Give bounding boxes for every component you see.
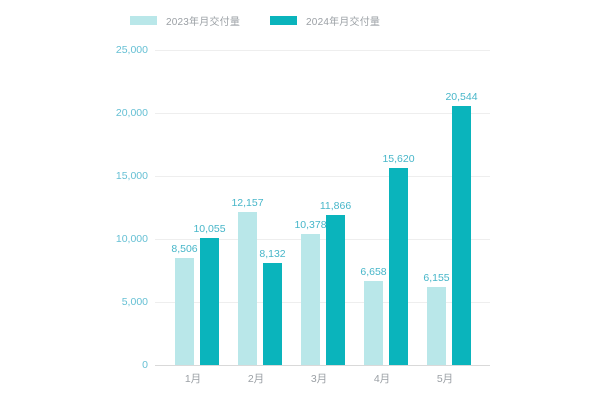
gridline <box>155 302 490 303</box>
x-axis-tick-label: 1月 <box>184 373 202 385</box>
legend-swatch-2024-icon <box>270 16 298 25</box>
y-axis-tick-label: 0 <box>142 359 148 371</box>
x-axis-tick-label: 2月 <box>247 373 265 385</box>
gridline <box>155 113 490 114</box>
bar-value-label: 11,866 <box>319 200 352 212</box>
plot-area: 8,506 10,055 12,157 8,132 10,378 11,866 6,658 1… <box>155 50 490 366</box>
bar-2024年月交付量 <box>326 215 345 365</box>
y-axis-tick-label: 20,000 <box>115 107 148 119</box>
bar-2023年月交付量 <box>364 281 383 365</box>
bar-2023年月交付量 <box>175 258 194 365</box>
bar-group: 10,378 11,866 <box>294 50 351 365</box>
bar-value-label: 10,378 <box>294 219 327 231</box>
bar-value-label: 10,055 <box>193 223 226 235</box>
bar-2024年月交付量 <box>452 106 471 365</box>
bar-2023年月交付量 <box>427 287 446 365</box>
bar-value-label: 20,544 <box>445 91 478 103</box>
legend-label-2024: 2024年月交付量 <box>306 17 381 28</box>
bar-group: 12,157 8,132 <box>231 50 286 365</box>
bar-2024年月交付量 <box>263 263 282 365</box>
x-axis-tick-label: 5月 <box>436 373 454 385</box>
bar-group: 8,506 10,055 <box>171 50 226 365</box>
legend-label-2023: 2023年月交付量 <box>166 17 241 28</box>
bar-value-label: 8,506 <box>171 243 198 255</box>
legend-swatch-2023-icon <box>130 16 157 25</box>
bar-group: 6,658 15,620 <box>360 50 415 365</box>
bar-value-label: 8,132 <box>259 248 286 260</box>
bar-value-label: 6,658 <box>360 266 387 278</box>
bar-group: 6,155 20,544 <box>423 50 478 365</box>
y-axis-tick-label: 25,000 <box>115 44 148 56</box>
bar-value-label: 6,155 <box>423 272 450 284</box>
legend-item-2024: 2024年月交付量 <box>270 13 380 28</box>
gridline <box>155 176 490 177</box>
y-axis-tick-label: 10,000 <box>115 233 148 245</box>
y-axis-tick-label: 5,000 <box>121 296 148 308</box>
bar-value-label: 12,157 <box>231 197 264 209</box>
bar-2023年月交付量 <box>238 212 257 365</box>
chart-legend: 2023年月交付量 2024年月交付量 <box>130 13 380 28</box>
gridline <box>155 50 490 51</box>
x-axis-tick-label: 3月 <box>310 373 328 385</box>
legend-item-2023: 2023年月交付量 <box>130 13 240 28</box>
gridline <box>155 239 490 240</box>
x-axis-tick-label: 4月 <box>373 373 391 385</box>
bar-2023年月交付量 <box>301 234 320 365</box>
y-axis-tick-label: 15,000 <box>115 170 148 182</box>
bar-2024年月交付量 <box>389 168 408 365</box>
bar-value-label: 15,620 <box>382 153 415 165</box>
bar-2024年月交付量 <box>200 238 219 365</box>
